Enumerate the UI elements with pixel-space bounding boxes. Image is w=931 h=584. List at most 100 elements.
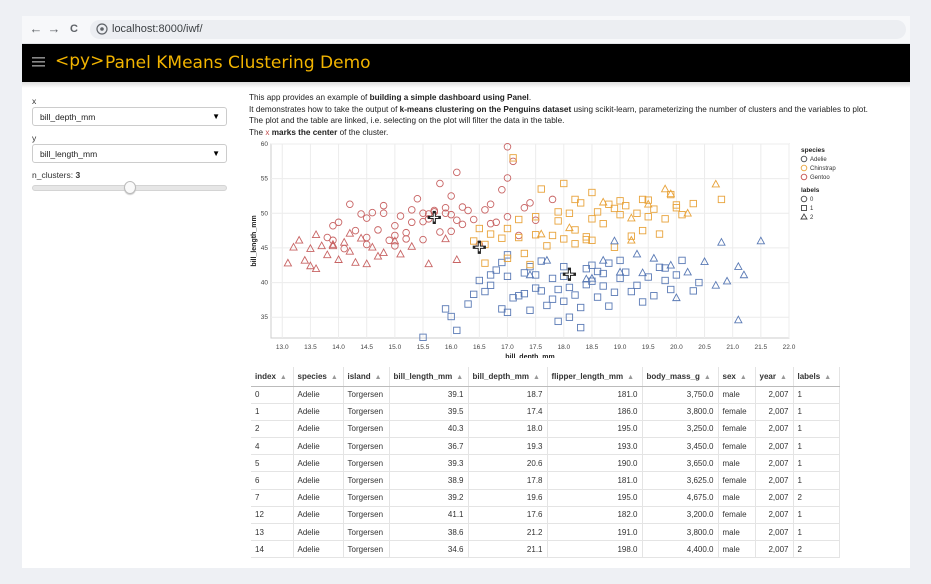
column-header-index[interactable]: index ▲ xyxy=(251,367,294,387)
intro-line-4a: The xyxy=(249,127,266,137)
table-cell: female xyxy=(718,506,756,525)
sort-icon[interactable]: ▲ xyxy=(279,373,287,381)
data-point xyxy=(345,228,355,237)
column-header-bill-length-mm[interactable]: bill_length_mm ▲ xyxy=(389,367,469,387)
site-info-icon[interactable] xyxy=(96,23,108,35)
table-row[interactable]: 14 Adelie Torgersen 34.6 21.1 198.0 4,400.0 mal… xyxy=(251,540,840,559)
x-select[interactable]: bill_depth_mm ▼ xyxy=(32,107,227,126)
data-point xyxy=(441,305,450,313)
table-row[interactable]: 6 Adelie Torgersen 38.9 17.8 181.0 3,625.0 fema… xyxy=(251,471,840,490)
sort-icon[interactable]: ▲ xyxy=(330,373,338,381)
data-point xyxy=(458,220,467,229)
data-point xyxy=(526,199,534,207)
intro-line-2b: k-means clustering on the Penguins datas… xyxy=(399,104,572,114)
data-point xyxy=(311,230,321,239)
legend-species-item[interactable]: Gentoo xyxy=(810,175,830,181)
data-point xyxy=(509,294,517,302)
data-point xyxy=(537,287,545,295)
x-tick-label: 18.0 xyxy=(557,344,570,351)
y-select[interactable]: bill_length_mm ▼ xyxy=(32,144,227,163)
column-header-sex[interactable]: sex ▲ xyxy=(718,367,756,387)
data-point xyxy=(486,200,495,209)
sort-icon[interactable]: ▲ xyxy=(739,373,747,381)
data-point xyxy=(520,203,529,212)
legend-label-item[interactable]: 2 xyxy=(810,215,814,221)
sort-icon[interactable]: ▲ xyxy=(374,373,382,381)
column-header-flipper-length-mm[interactable]: flipper_length_mm ▲ xyxy=(547,367,643,387)
data-point xyxy=(498,258,506,267)
legend-label-item[interactable]: 0 xyxy=(810,197,814,203)
plot-area[interactable] xyxy=(270,143,790,339)
column-header-island[interactable]: island ▲ xyxy=(343,367,390,387)
intro-line-1a: This app provides an example of xyxy=(249,93,370,102)
table-row[interactable]: 5 Adelie Torgersen 39.3 20.6 190.0 3,650.0 male… xyxy=(251,454,840,473)
table-cell: 21.2 xyxy=(468,523,548,542)
n-clusters-slider-handle[interactable] xyxy=(123,181,136,194)
data-point xyxy=(531,213,540,221)
data-point xyxy=(408,206,416,214)
table-row[interactable]: 2 Adelie Torgersen 40.3 18.0 195.0 3,250.0 fema… xyxy=(251,420,840,439)
hamburger-menu-icon[interactable] xyxy=(32,55,46,69)
table-row[interactable]: 12 Adelie Torgersen 41.1 17.6 182.0 3,200.0 fem… xyxy=(251,506,840,525)
data-point xyxy=(605,302,613,310)
sort-icon[interactable]: ▲ xyxy=(703,373,711,381)
table-cell: 195.0 xyxy=(547,420,643,439)
table-cell: 3,800.0 xyxy=(642,403,719,421)
column-header-body-mass-g[interactable]: body_mass_g ▲ xyxy=(642,367,719,387)
x-select-value: bill_depth_mm xyxy=(40,112,96,122)
data-point xyxy=(469,215,478,224)
column-header-year[interactable]: year ▲ xyxy=(755,367,794,387)
table-row[interactable]: 4 Adelie Torgersen 36.7 19.3 193.0 3,450.0 fema… xyxy=(251,437,840,456)
legend-label-item[interactable]: 1 xyxy=(810,206,814,212)
data-point xyxy=(452,254,462,263)
data-point xyxy=(520,290,529,298)
data-point xyxy=(306,243,315,252)
sort-icon[interactable]: ▲ xyxy=(456,373,464,381)
table-cell: Torgersen xyxy=(343,403,390,421)
back-icon[interactable]: ← xyxy=(29,21,43,36)
sort-icon[interactable]: ▲ xyxy=(779,373,787,381)
reload-icon[interactable]: C xyxy=(70,23,78,35)
x-tick-label: 21.0 xyxy=(726,344,739,351)
sort-icon[interactable]: ▲ xyxy=(627,373,635,381)
x-tick-label: 17.0 xyxy=(501,344,514,351)
legend-species-item[interactable]: Adelie xyxy=(810,157,827,163)
column-header-species[interactable]: species ▲ xyxy=(293,367,344,387)
table-cell: 4 xyxy=(251,437,294,456)
x-tick-label: 22.0 xyxy=(783,344,796,351)
table-cell: 7 xyxy=(251,489,294,507)
table-cell: 191.0 xyxy=(547,523,643,542)
table-row[interactable]: 0 Adelie Torgersen 39.1 18.7 181.0 3,750.0 male… xyxy=(251,386,840,404)
table-cell: Adelie xyxy=(293,420,344,439)
data-point xyxy=(554,285,562,294)
data-point xyxy=(660,184,670,193)
table-cell: 2 xyxy=(793,489,840,507)
table-cell: Adelie xyxy=(293,437,344,456)
table-cell: male xyxy=(718,386,756,404)
data-point xyxy=(672,201,681,209)
table-cell: 2,007 xyxy=(755,506,794,525)
column-header-labels[interactable]: labels ▲ xyxy=(793,367,840,387)
x-tick-label: 18.5 xyxy=(586,344,599,351)
app-window: ← → C localhost:8000/iwf/ <py> Panel KMe… xyxy=(22,16,910,568)
sort-icon[interactable]: ▲ xyxy=(532,373,540,381)
data-point xyxy=(610,236,619,245)
data-point xyxy=(362,240,371,249)
table-row[interactable]: 7 Adelie Torgersen 39.2 19.6 195.0 4,675.0 male… xyxy=(251,489,840,507)
cluster-scatter-plot[interactable]: 13.0 13.5 14.0 14.5 15.0 15.5 16.0 16.5 17.0 17.5… xyxy=(249,140,844,358)
data-table[interactable]: index ▲ species ▲ island ▲ bill_length_mm ▲ bill… xyxy=(251,367,910,559)
table-cell: 17.6 xyxy=(468,506,548,525)
data-point xyxy=(306,261,315,270)
header-shadow xyxy=(22,82,910,88)
column-header-bill-depth-mm[interactable]: bill_depth_mm ▲ xyxy=(468,367,548,387)
table-row[interactable]: 1 Adelie Torgersen 39.5 17.4 186.0 3,800.0 fema… xyxy=(251,403,840,421)
data-point xyxy=(626,213,636,222)
forward-icon[interactable]: → xyxy=(47,21,61,36)
sort-icon[interactable]: ▲ xyxy=(824,373,832,381)
table-cell: Torgersen xyxy=(343,540,390,559)
table-row[interactable]: 13 Adelie Torgersen 38.6 21.2 191.0 3,800.0 mal… xyxy=(251,523,840,542)
column-header-label: body_mass_g xyxy=(646,371,700,381)
address-bar[interactable]: localhost:8000/iwf/ xyxy=(90,20,906,39)
legend-label-marker xyxy=(800,213,808,220)
legend-species-item[interactable]: Chinstrap xyxy=(810,166,836,172)
